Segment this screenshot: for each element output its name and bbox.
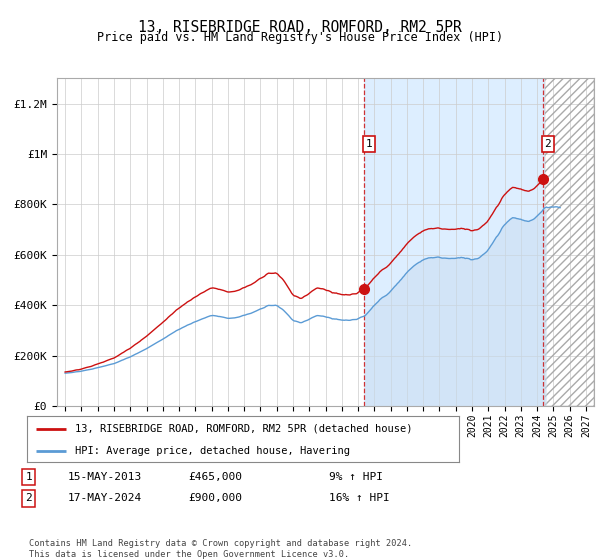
Text: 2: 2 xyxy=(25,493,32,503)
Text: 2: 2 xyxy=(545,139,551,149)
Text: 1: 1 xyxy=(365,139,373,149)
Text: 17-MAY-2024: 17-MAY-2024 xyxy=(68,493,142,503)
Text: Contains HM Land Registry data © Crown copyright and database right 2024.
This d: Contains HM Land Registry data © Crown c… xyxy=(29,539,412,559)
Bar xyxy=(545,78,594,406)
Text: 13, RISEBRIDGE ROAD, ROMFORD, RM2 5PR (detached house): 13, RISEBRIDGE ROAD, ROMFORD, RM2 5PR (d… xyxy=(74,424,412,434)
Text: £465,000: £465,000 xyxy=(188,472,242,482)
Text: 16% ↑ HPI: 16% ↑ HPI xyxy=(329,493,389,503)
Text: £900,000: £900,000 xyxy=(188,493,242,503)
Text: 13, RISEBRIDGE ROAD, ROMFORD, RM2 5PR: 13, RISEBRIDGE ROAD, ROMFORD, RM2 5PR xyxy=(138,20,462,35)
Text: 15-MAY-2013: 15-MAY-2013 xyxy=(68,472,142,482)
Bar xyxy=(364,78,545,406)
Text: 1: 1 xyxy=(25,472,32,482)
Text: HPI: Average price, detached house, Havering: HPI: Average price, detached house, Have… xyxy=(74,446,350,455)
Text: Price paid vs. HM Land Registry's House Price Index (HPI): Price paid vs. HM Land Registry's House … xyxy=(97,31,503,44)
Text: 9% ↑ HPI: 9% ↑ HPI xyxy=(329,472,383,482)
